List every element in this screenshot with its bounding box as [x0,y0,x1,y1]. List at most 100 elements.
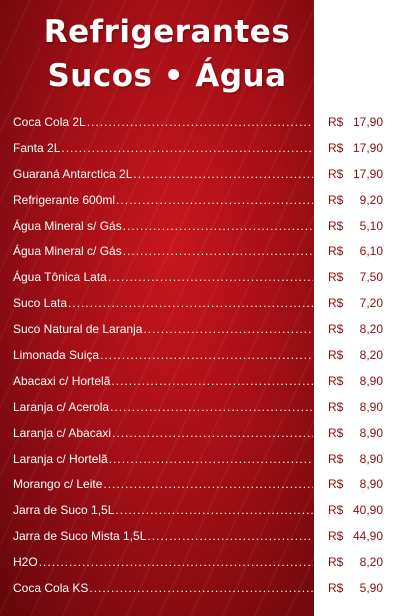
menu-item-price: 17,90 [352,115,383,129]
menu-item-name: Abacaxi c/ Hortelã [13,373,111,388]
menu-item-row: Água Mineral s/ Gás.....................… [0,215,407,241]
menu-item-name-container: Água Mineral s/ Gás.....................… [13,219,313,233]
dot-leader: ........................................… [133,166,313,181]
dot-leader: ........................................… [61,140,313,155]
menu-item-price: 5,10 [359,218,383,233]
menu-item-price: 8,90 [359,373,383,388]
currency-symbol: R$ [328,270,344,285]
red-background-panel [0,0,314,616]
menu-item-name-container: Limonada Suiça..........................… [13,348,313,362]
menu-item-name-container: Fanta 2L................................… [13,141,313,155]
currency-symbol: R$ [328,451,344,466]
menu-title-line1: Refrigerantes [43,14,291,50]
menu-item-price: 8,90 [359,477,383,492]
menu-title: Refrigerantes Sucos • Água [0,10,334,98]
menu-item-row: Refrigerante 600ml......................… [0,189,407,215]
menu-item-name-container: Suco Natural de Laranja.................… [13,322,313,336]
menu-item-row: Fanta 2L................................… [0,137,407,163]
menu-item-name-container: Água Tônica Lata........................… [13,270,313,284]
menu-item-row: Laranja c/ Acerola......................… [0,396,407,422]
currency-symbol: R$ [328,218,344,233]
menu-item-name: Refrigerante 600ml [13,192,116,207]
currency-symbol: R$ [328,244,344,259]
menu-item-price: 8,20 [359,348,383,363]
menu-item-name-container: H2O.....................................… [13,555,313,569]
menu-item-price: 9,20 [359,192,383,207]
menu-item-name-container: Morango c/ Leite........................… [13,477,313,491]
menu-item-name: Laranja c/ Acerola [13,399,110,414]
dot-leader: ........................................… [107,270,313,285]
menu-item-name: Suco Natural de Laranja [13,322,143,337]
menu-item-row: Coca Cola 2L............................… [0,111,407,137]
menu-item-name: Água Mineral c/ Gás [13,244,122,259]
menu-item-price: 8,90 [359,451,383,466]
currency-symbol: R$ [328,348,344,363]
menu-item-row: Laranja c/ Abacaxi......................… [0,422,407,448]
menu-item-name: Fanta 2L [13,140,61,155]
dot-leader: ........................................… [108,451,313,466]
menu-item-name: H2O [13,555,38,570]
menu-item-price: 17,90 [352,140,383,155]
menu-item-row: Jarra de Suco 1,5L......................… [0,499,407,525]
dot-leader: ........................................… [38,555,313,570]
menu-item-row: Suco Natural de Laranja.................… [0,318,407,344]
menu-item-row: Suco Lata...............................… [0,292,407,318]
menu-item-name: Água Tônica Lata [13,270,107,285]
menu-item-row: Coca Cola KS............................… [0,577,407,603]
menu-item-name: Jarra de Suco Mista 1,5L [13,529,147,544]
menu-item-row: Água Tônica Lata........................… [0,266,407,292]
currency-symbol: R$ [328,192,344,207]
currency-symbol: R$ [328,503,344,518]
menu-item-name: Morango c/ Leite [13,477,103,492]
menu-item-price: 44,90 [352,529,383,544]
dot-leader: ........................................… [143,322,313,337]
menu-item-name-container: Jarra de Suco 1,5L......................… [13,503,313,517]
dot-leader: ........................................… [112,425,313,440]
currency-symbol: R$ [328,425,344,440]
menu-item-name-container: Laranja c/ Acerola......................… [13,400,313,414]
menu-item-name: Suco Lata [13,296,68,311]
currency-symbol: R$ [328,529,344,544]
dot-leader: ........................................… [103,477,313,492]
dot-leader: ........................................… [122,218,313,233]
menu-item-name: Água Mineral s/ Gás [13,218,122,233]
menu-item-price: 17,90 [352,166,383,181]
menu-item-price: 40,90 [352,503,383,518]
menu-item-name-container: Jarra de Suco Mista 1,5L................… [13,529,313,543]
menu-item-row: Abacaxi c/ Hortelã......................… [0,370,407,396]
currency-symbol: R$ [328,296,344,311]
currency-symbol: R$ [328,555,344,570]
dot-leader: ........................................… [111,373,313,388]
menu-item-price: 8,20 [359,322,383,337]
menu-item-price: 5,90 [359,581,383,596]
dot-leader: ........................................… [68,296,313,311]
dot-leader: ........................................… [147,529,313,544]
menu-item-row: H2O.....................................… [0,551,407,577]
menu-item-name-container: Suco Lata...............................… [13,296,313,310]
dot-leader: ........................................… [122,244,313,259]
menu-item-row: Laranja c/ Hortelã......................… [0,448,407,474]
dot-leader: ........................................… [110,399,313,414]
dot-leader: ........................................… [86,115,313,129]
menu-items-list: Coca Cola 2L............................… [0,111,407,603]
menu-item-row: Morango c/ Leite........................… [0,473,407,499]
menu-item-name-container: Laranja c/ Hortelã......................… [13,452,313,466]
menu-item-name: Coca Cola KS [13,581,89,596]
currency-symbol: R$ [328,115,344,129]
currency-symbol: R$ [328,581,344,596]
dot-leader: ........................................… [89,581,313,596]
currency-symbol: R$ [328,166,344,181]
dot-leader: ........................................… [100,348,313,363]
menu-item-row: Guaraná Antarctica 2L...................… [0,163,407,189]
menu-item-name: Guaraná Antarctica 2L [13,166,133,181]
menu-item-price: 8,90 [359,425,383,440]
menu-item-name: Laranja c/ Hortelã [13,451,108,466]
menu-item-name: Limonada Suiça [13,348,100,363]
currency-symbol: R$ [328,322,344,337]
dot-leader: ........................................… [115,503,313,518]
menu-item-price: 7,50 [359,270,383,285]
menu-item-name-container: Coca Cola 2L............................… [13,115,313,129]
menu-item-name-container: Coca Cola KS............................… [13,581,313,595]
menu-item-name: Coca Cola 2L [13,115,86,129]
menu-item-price: 6,10 [359,244,383,259]
